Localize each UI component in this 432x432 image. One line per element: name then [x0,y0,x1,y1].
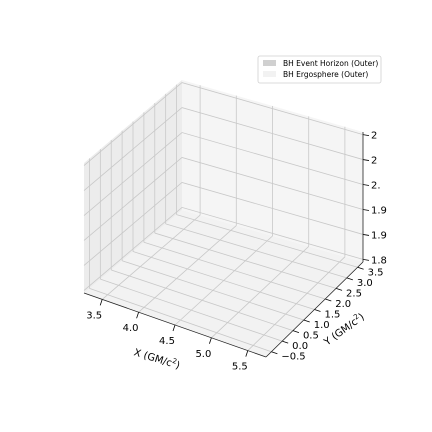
z-grid-line [83,107,364,191]
grid-lines [83,82,364,353]
z-tick-label: 2. [371,181,381,192]
z-grid-line [83,82,364,166]
z-tick-mark [362,209,370,211]
y-tick-label: 2.0 [335,299,351,310]
z-grid-line [83,181,364,266]
z-tick-label: 2 [371,131,377,142]
y-grid-line-floor [154,232,337,289]
x-axis-line [83,292,267,358]
x-tick-label: 4.5 [159,336,175,347]
y-grid-line-floor [121,260,304,321]
y-grid-line-floor [89,288,272,353]
z-tick-mark [362,134,370,136]
x-tick-mark [209,337,212,344]
x-tick-label: 3.5 [86,310,102,321]
z-tick-label: 1.9 [371,205,387,216]
y-tick-label: −0.5 [281,352,305,363]
x-tick-label: 5.5 [232,362,248,373]
y-grid-line-floor [100,278,283,342]
z-tick-mark [362,259,370,261]
tick-marks [83,132,370,358]
legend-swatch-ergosphere [263,71,276,77]
floor-pane [84,210,363,357]
legend: BH Event Horizon (Outer) BH Ergosphere (… [257,55,382,84]
x-tick-mark [136,312,139,319]
y-tick-mark [346,277,353,281]
y-grid-line-floor [176,214,358,268]
y-axis-line [265,261,364,358]
legend-label-event-horizon: BH Event Horizon (Outer) [283,59,378,68]
z-tick-label: 1.8 [371,255,387,266]
y-grid-line-floor [111,269,294,331]
z-tick-label: 1.9 [371,230,387,241]
x-tick-mark [245,350,249,357]
z-tick-mark [362,234,370,236]
z-tick-mark [362,184,370,186]
y-tick-mark [325,298,332,302]
x-tick-mark [172,324,176,332]
y-tick-label: 1.0 [314,320,330,331]
y-tick-label: 0.0 [292,341,308,352]
x-tick-label: 4.0 [123,323,139,334]
y-tick-mark [335,288,343,291]
y-tick-label: 1.5 [325,310,341,321]
x-tick-mark [99,299,103,306]
x-tick-label: 5.0 [195,349,211,360]
y-tick-mark [271,351,278,355]
y-tick-mark [314,309,321,312]
legend-box [257,55,382,84]
y-grid-line-floor [165,223,347,279]
y-tick-label: 2.5 [346,288,362,299]
legend-swatch-event-horizon [263,60,276,66]
x-axis-label: X (GM/c2) [132,345,181,371]
z-grid-line [83,132,364,216]
y-tick-label: 3.0 [357,278,373,289]
axis-panes [84,80,363,357]
z-grid-line [83,206,364,291]
y-tick-mark [292,330,300,333]
y-tick-mark [282,340,289,344]
legend-label-ergosphere: BH Ergosphere (Outer) [283,70,368,79]
z-tick-mark [362,159,370,161]
z-grid-line [83,157,364,241]
y-grid-line-floor [132,251,315,310]
y-tick-label: 3.5 [368,267,384,278]
z-tick-label: 2 [371,156,377,167]
y-tick-label: 0.5 [303,331,319,342]
y-grid-line-floor [143,241,326,300]
y-tick-mark [303,319,310,323]
y-tick-mark [357,266,364,270]
